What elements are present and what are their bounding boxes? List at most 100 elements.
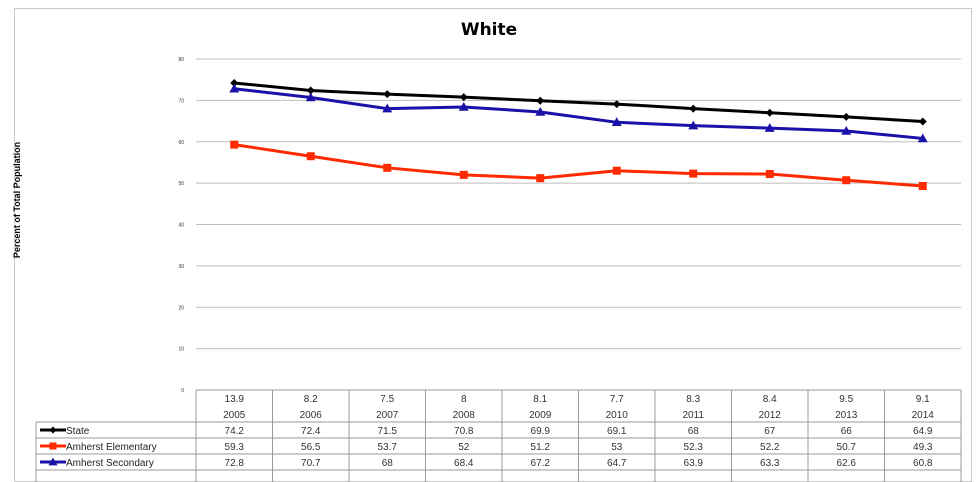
data-label: 66 <box>841 426 853 437</box>
data-label: 64.9 <box>913 426 933 437</box>
data-point <box>459 93 468 102</box>
data-point <box>48 457 58 466</box>
table-top-row-cell: 9.5 <box>839 394 853 405</box>
data-point <box>49 426 57 434</box>
data-label: 68 <box>688 426 700 437</box>
x-category-label: 2005 <box>223 410 246 421</box>
y-tick-label: 0 <box>181 388 184 394</box>
data-label: 52.3 <box>684 442 704 453</box>
data-point <box>458 101 469 111</box>
data-label: 62.6 <box>837 458 857 469</box>
data-point <box>764 123 775 132</box>
data-point <box>536 96 545 105</box>
data-point <box>689 169 698 178</box>
data-point <box>306 86 315 95</box>
data-point <box>765 108 774 117</box>
data-point <box>305 92 316 102</box>
data-label: 69.1 <box>607 426 627 437</box>
y-tick-label: 70 <box>178 98 184 104</box>
data-label: 69.9 <box>531 426 551 437</box>
chart-frame <box>14 8 972 482</box>
data-point <box>535 106 546 116</box>
data-point <box>383 90 392 99</box>
x-category-label: 2013 <box>835 410 858 421</box>
x-category-label: 2012 <box>759 410 782 421</box>
table-top-row-cell: 7.5 <box>380 394 394 405</box>
table-top-row-cell: 8 <box>461 394 467 405</box>
y-tick-label: 30 <box>178 264 184 270</box>
series-line <box>234 81 923 123</box>
data-label: 72.4 <box>301 426 321 437</box>
data-point <box>230 140 239 149</box>
data-label: 49.3 <box>913 442 933 453</box>
x-category-label: 2010 <box>606 410 629 421</box>
data-point <box>918 182 927 191</box>
x-category-label: 2007 <box>376 410 399 421</box>
data-point <box>230 78 239 87</box>
table-top-row-cell: 8.4 <box>763 394 777 405</box>
data-point <box>536 174 545 183</box>
x-category-label: 2011 <box>682 410 704 421</box>
data-label: 74.2 <box>225 426 245 437</box>
table-top-row-cell: 13.9 <box>225 394 245 405</box>
legend-label: Amherst Secondary <box>66 458 154 469</box>
data-point <box>688 120 699 130</box>
data-label: 51.2 <box>531 442 551 453</box>
table-top-row-cell: 8.2 <box>304 394 318 405</box>
data-label: 64.7 <box>607 458 627 469</box>
data-label: 67.2 <box>531 458 551 469</box>
data-point <box>611 117 622 127</box>
data-label: 72.8 <box>225 458 245 469</box>
y-tick-label: 40 <box>178 223 184 229</box>
table-top-row-cell: 9.1 <box>916 394 930 405</box>
data-point <box>612 166 621 175</box>
data-point <box>689 104 698 113</box>
data-label: 52.2 <box>760 442 780 453</box>
data-label: 70.7 <box>301 458 321 469</box>
data-point <box>459 170 468 179</box>
data-label: 56.5 <box>301 442 321 453</box>
chart-title: White <box>460 20 518 40</box>
data-label: 71.5 <box>378 426 398 437</box>
data-point <box>229 83 240 93</box>
y-tick-label: 50 <box>178 181 184 187</box>
data-point <box>383 163 392 172</box>
data-label: 60.8 <box>913 458 933 469</box>
table-top-row-cell: 8.3 <box>686 394 700 405</box>
data-label: 52 <box>458 442 470 453</box>
data-point <box>306 152 315 161</box>
data-point <box>917 133 928 143</box>
data-point <box>382 103 393 113</box>
data-point <box>765 170 774 179</box>
legend-label: State <box>66 426 90 437</box>
data-point <box>612 100 621 109</box>
y-tick-label: 80 <box>178 57 184 63</box>
data-point <box>49 442 57 450</box>
data-label: 68.4 <box>454 458 474 469</box>
data-label: 70.8 <box>454 426 474 437</box>
legend-label: Amherst Elementary <box>66 442 157 453</box>
data-point <box>842 112 851 121</box>
data-label: 50.7 <box>837 442 857 453</box>
data-point <box>918 117 927 126</box>
data-label: 67 <box>764 426 776 437</box>
series-line <box>234 87 923 140</box>
data-label: 63.3 <box>760 458 780 469</box>
series-line <box>234 143 923 188</box>
y-tick-label: 60 <box>178 140 184 146</box>
data-label: 59.3 <box>225 442 245 453</box>
data-label: 53 <box>611 442 623 453</box>
data-point <box>841 125 852 135</box>
data-label: 68 <box>382 458 394 469</box>
data-label: 63.9 <box>684 458 704 469</box>
x-category-label: 2009 <box>529 410 552 421</box>
data-point <box>842 176 851 185</box>
y-tick-label: 10 <box>178 347 184 353</box>
x-category-label: 2006 <box>300 410 323 421</box>
table-top-row-cell: 7.7 <box>610 394 624 405</box>
data-label: 53.7 <box>378 442 398 453</box>
table-top-row-cell: 8.1 <box>533 394 547 405</box>
x-category-label: 2014 <box>912 410 935 421</box>
y-tick-label: 20 <box>178 305 184 311</box>
